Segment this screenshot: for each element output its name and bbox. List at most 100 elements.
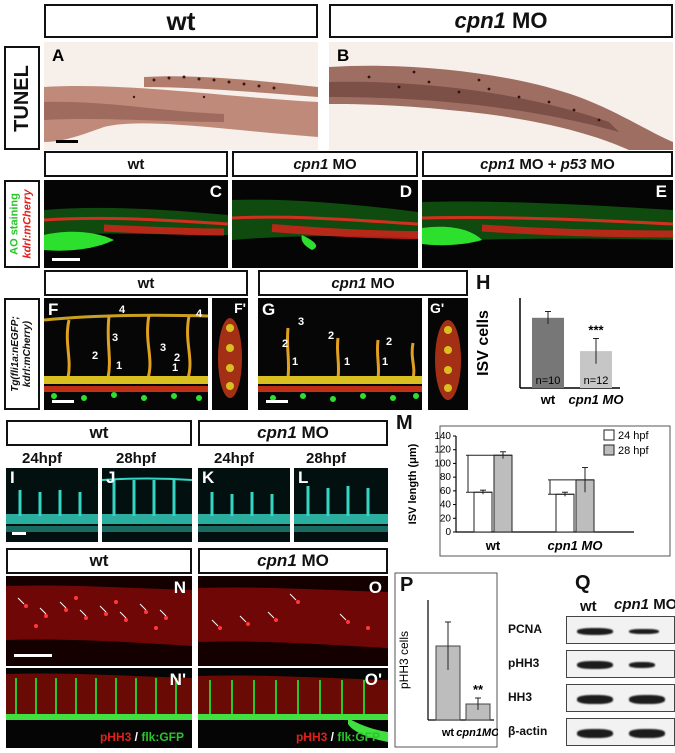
panel-m-label: M	[396, 412, 413, 434]
m-bar-0-1	[493, 454, 513, 533]
header-wt-row2-label: wt	[127, 155, 145, 173]
panel-g2-label: G'	[430, 300, 445, 316]
panel-f2-crosssection	[212, 298, 248, 410]
header-mo-row2-gene: cpn1	[293, 155, 329, 173]
panel-e-label: E	[655, 182, 667, 201]
panel-i-vessels	[6, 468, 98, 542]
f-num-3a: 3	[112, 332, 119, 344]
time-label-k: 24hpf	[214, 450, 255, 467]
panel-i-label: I	[10, 468, 15, 487]
header-mo-row4: cpn1 MO	[198, 420, 388, 446]
tunel-side-box: TUNEL	[4, 46, 40, 150]
header-p53-gene: p53	[560, 155, 587, 173]
header-mo-p53-row2: cpn1 MO + p53 MO	[422, 151, 673, 177]
g-num-2b: 2	[328, 330, 335, 342]
western-band	[577, 661, 613, 669]
western-blot: PCNA pHH3 HH3 β-actin	[508, 614, 675, 750]
panel-n2-image: N' pHH3 / flk:GFP	[6, 668, 192, 748]
header-wt-row5-label: wt	[89, 551, 109, 570]
panel-k-label: K	[202, 468, 215, 487]
ao-side-label: AO staining kdrl:mCherry	[9, 189, 35, 258]
m-bar-0-0	[473, 491, 493, 533]
western-band	[629, 694, 665, 704]
western-band	[629, 662, 655, 668]
g-num-2c: 2	[386, 336, 393, 348]
header-wt-row3-label: wt	[137, 274, 155, 292]
western-row-1: pHH3	[508, 648, 675, 680]
header-mo-row3-gene: cpn1	[331, 274, 367, 292]
header-wt-row3: wt	[44, 270, 248, 296]
header-p53-suffix: MO	[590, 155, 615, 173]
p-frame	[394, 572, 498, 748]
western-col-wt: wt	[580, 598, 597, 615]
tg-side-line2: kdrl:mCherry)	[22, 320, 33, 388]
panel-l-image: L	[294, 468, 388, 542]
panel-e-fluor	[422, 180, 673, 268]
m-legend-label-1: 28 hpf	[618, 445, 650, 457]
header-mo-row3: cpn1 MO	[258, 270, 468, 296]
h-ylabel: ISV cells	[475, 310, 492, 376]
m-frame	[439, 425, 671, 557]
western-row-label: HH3	[508, 690, 533, 704]
header-wt-row4: wt	[6, 420, 192, 446]
panel-b-image: B	[329, 42, 673, 150]
panel-k-image: K	[198, 468, 290, 542]
h-significance: ***	[588, 323, 604, 338]
caption-n2-slash: /	[131, 730, 142, 744]
panel-a-embryo	[44, 42, 318, 150]
western-col-mo-gene: cpn1	[614, 596, 650, 613]
header-mo-row4-suffix: MO	[301, 423, 329, 442]
header-mo-row2: cpn1 MO	[232, 151, 418, 177]
p-xtick-1: cpn1MO	[456, 727, 498, 739]
panel-g2-image: G'	[428, 298, 468, 410]
panel-p-label: P	[400, 574, 414, 596]
header-mo-row5: cpn1 MO	[198, 548, 388, 574]
panel-a-image: A	[44, 42, 318, 150]
header-mo-row4-gene: cpn1	[257, 423, 297, 442]
m-xtick-0: wt	[485, 538, 501, 553]
m-ytick-1: 20	[440, 513, 452, 524]
chart-m: 0 20 40 60 80 100 120 140 ISV length (μm) wt cpn1 …	[407, 425, 671, 557]
panel-g-label: G	[262, 300, 276, 319]
header-mo-row1: cpn1 MO	[329, 4, 673, 38]
western-col-mo: cpn1 MO	[614, 596, 675, 613]
header-wt-row4-label: wt	[89, 423, 109, 442]
p-significance: **	[473, 682, 484, 697]
m-ytick-5: 100	[434, 458, 451, 469]
header-mo-row5-suffix: MO	[301, 551, 329, 570]
tg-side-label: Tg(fli1a:nEGFP; kdrl:mCherry)	[10, 316, 34, 392]
caption-o2-red: pHH3	[295, 730, 328, 744]
panel-j-label: J	[106, 468, 116, 487]
panel-a-label: A	[52, 46, 65, 65]
m-legend-label-0: 24 hpf	[618, 430, 650, 442]
panel-f-label: F	[48, 300, 59, 319]
header-mo-p53-gene: cpn1	[480, 155, 516, 173]
m-ytick-7: 140	[434, 431, 451, 442]
panel-n-image: N	[6, 576, 192, 666]
g-num-1c: 1	[382, 356, 389, 368]
panel-l-label: L	[298, 468, 309, 487]
m-ytick-0: 0	[445, 527, 451, 538]
panel-f2-image: F'	[212, 298, 248, 410]
tg-side-line1: Tg(fli1a:nEGFP;	[10, 316, 21, 392]
m-ytick-2: 40	[440, 500, 452, 511]
h-n-label-0: n=10	[536, 375, 561, 387]
f-num-3b: 3	[160, 342, 167, 354]
panel-o2-label: O'	[364, 670, 382, 689]
panel-c-image: C	[44, 180, 228, 268]
panel-g2-crosssection	[428, 298, 468, 410]
panel-f-vessels	[44, 298, 208, 410]
panel-n2-merge	[6, 668, 192, 748]
p-ylabel: pHH3 cells	[397, 631, 411, 689]
panel-o-label: O	[368, 578, 382, 597]
header-wt-row5: wt	[6, 548, 192, 574]
header-mo-suffix: MO	[512, 8, 548, 33]
panel-o-image: O	[198, 576, 388, 666]
m-xtick-1: cpn1 MO	[548, 538, 603, 553]
panel-e-image: E	[422, 180, 673, 268]
panel-n-label: N	[173, 578, 186, 597]
western-strip	[566, 684, 675, 712]
header-mo-p53-plus: MO +	[519, 155, 557, 173]
western-strip	[566, 718, 675, 746]
m-legend-swatch-0	[603, 429, 615, 441]
